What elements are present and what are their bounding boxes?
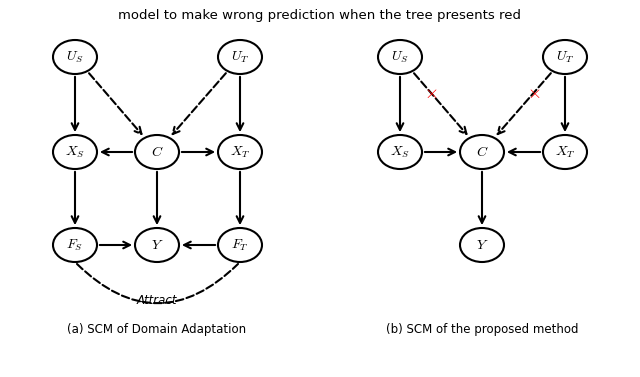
Text: $X_S$: $X_S$	[65, 144, 85, 160]
Text: $C$: $C$	[476, 145, 488, 159]
Text: $Y$: $Y$	[476, 238, 488, 252]
Ellipse shape	[135, 135, 179, 169]
Ellipse shape	[460, 228, 504, 262]
Ellipse shape	[218, 135, 262, 169]
Text: (a) SCM of Domain Adaptation: (a) SCM of Domain Adaptation	[67, 322, 246, 336]
Ellipse shape	[135, 228, 179, 262]
Ellipse shape	[218, 40, 262, 74]
Ellipse shape	[218, 228, 262, 262]
Ellipse shape	[53, 228, 97, 262]
Text: $\times$: $\times$	[527, 84, 540, 102]
Ellipse shape	[543, 135, 587, 169]
Text: $Y$: $Y$	[150, 238, 163, 252]
Text: $X_T$: $X_T$	[230, 144, 250, 160]
Text: model to make wrong prediction when the tree presents red: model to make wrong prediction when the …	[118, 9, 522, 22]
Text: $U_S$: $U_S$	[66, 49, 84, 65]
Text: $U_T$: $U_T$	[556, 49, 574, 65]
Text: $F_T$: $F_T$	[231, 237, 249, 253]
Ellipse shape	[460, 135, 504, 169]
Ellipse shape	[378, 135, 422, 169]
Ellipse shape	[53, 135, 97, 169]
Text: Attract: Attract	[137, 294, 177, 307]
Text: $C$: $C$	[150, 145, 163, 159]
Text: $X_T$: $X_T$	[555, 144, 575, 160]
Text: (b) SCM of the proposed method: (b) SCM of the proposed method	[386, 322, 579, 336]
Ellipse shape	[378, 40, 422, 74]
Text: $\times$: $\times$	[424, 84, 438, 102]
Ellipse shape	[53, 40, 97, 74]
Ellipse shape	[543, 40, 587, 74]
Text: $U_T$: $U_T$	[231, 49, 249, 65]
FancyArrowPatch shape	[77, 264, 238, 303]
Text: $U_S$: $U_S$	[391, 49, 409, 65]
Text: $F_S$: $F_S$	[67, 237, 84, 253]
Text: $X_S$: $X_S$	[390, 144, 410, 160]
